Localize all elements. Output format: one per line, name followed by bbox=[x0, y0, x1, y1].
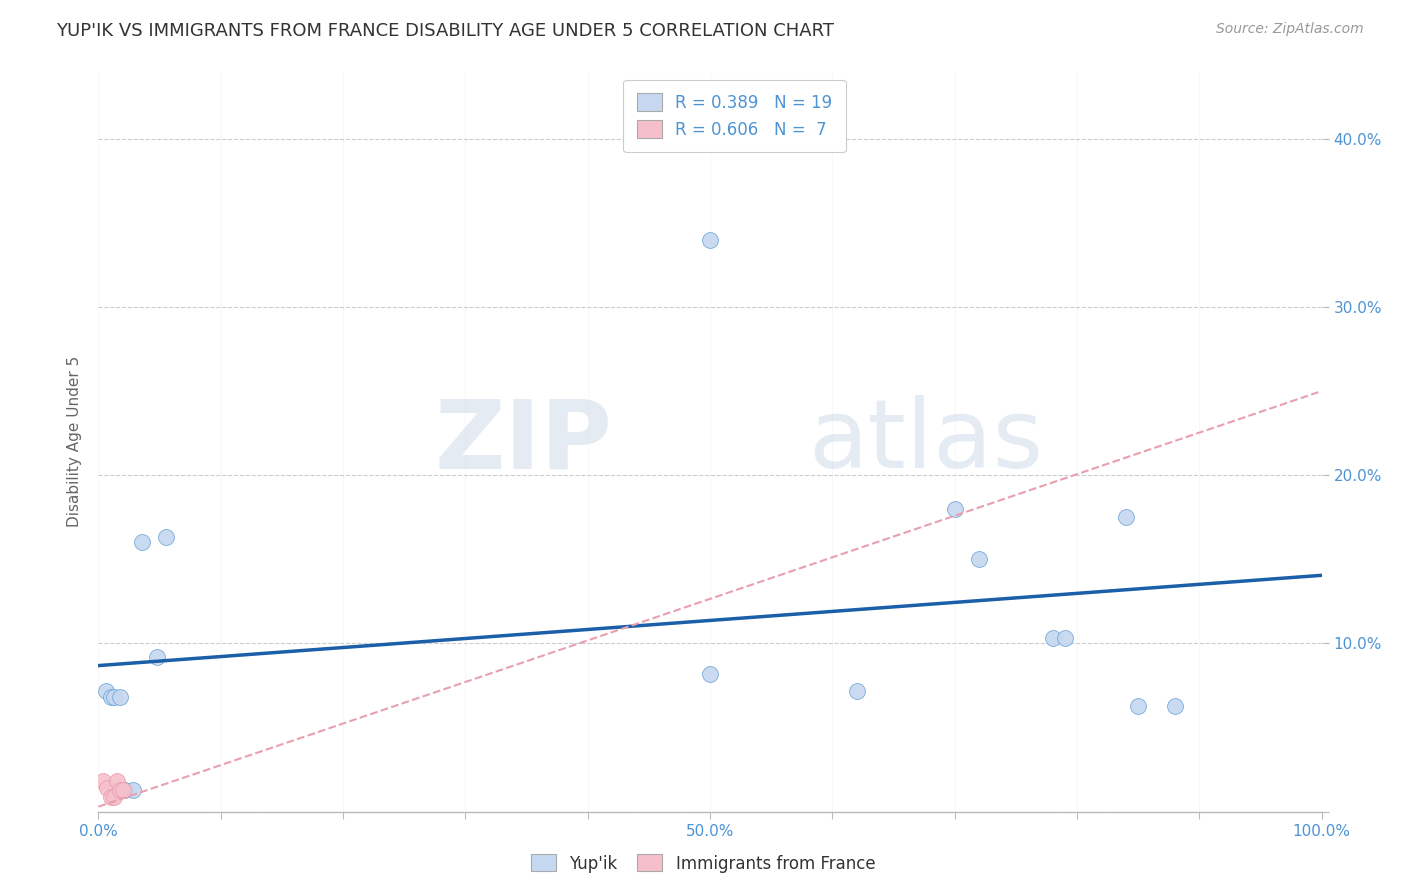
Text: YUP'IK VS IMMIGRANTS FROM FRANCE DISABILITY AGE UNDER 5 CORRELATION CHART: YUP'IK VS IMMIGRANTS FROM FRANCE DISABIL… bbox=[56, 22, 834, 40]
Point bbox=[699, 233, 721, 247]
Point bbox=[100, 789, 122, 804]
Point bbox=[155, 531, 177, 545]
Text: ZIP: ZIP bbox=[434, 395, 612, 488]
Point bbox=[103, 789, 125, 804]
Point bbox=[110, 690, 132, 705]
Point bbox=[100, 690, 122, 705]
Point bbox=[1115, 510, 1137, 524]
Point bbox=[146, 649, 169, 664]
Legend: Yup'ik, Immigrants from France: Yup'ik, Immigrants from France bbox=[524, 847, 882, 880]
Point bbox=[131, 535, 153, 549]
Point bbox=[105, 774, 128, 789]
Y-axis label: Disability Age Under 5: Disability Age Under 5 bbox=[67, 356, 83, 527]
Text: atlas: atlas bbox=[808, 395, 1043, 488]
Text: Source: ZipAtlas.com: Source: ZipAtlas.com bbox=[1216, 22, 1364, 37]
Point bbox=[1042, 632, 1064, 646]
Point bbox=[110, 782, 132, 797]
Point bbox=[103, 690, 125, 705]
Point bbox=[845, 683, 868, 698]
Legend: R = 0.389   N = 19, R = 0.606   N =  7: R = 0.389 N = 19, R = 0.606 N = 7 bbox=[623, 79, 845, 152]
Point bbox=[1053, 632, 1076, 646]
Point bbox=[943, 501, 966, 516]
Point bbox=[111, 782, 134, 797]
Point bbox=[1164, 698, 1187, 713]
Point bbox=[967, 552, 990, 566]
Point bbox=[96, 781, 118, 796]
Point bbox=[94, 683, 117, 698]
Point bbox=[1128, 698, 1150, 713]
Point bbox=[114, 782, 136, 797]
Point bbox=[121, 782, 143, 797]
Point bbox=[91, 774, 114, 789]
Point bbox=[699, 666, 721, 681]
